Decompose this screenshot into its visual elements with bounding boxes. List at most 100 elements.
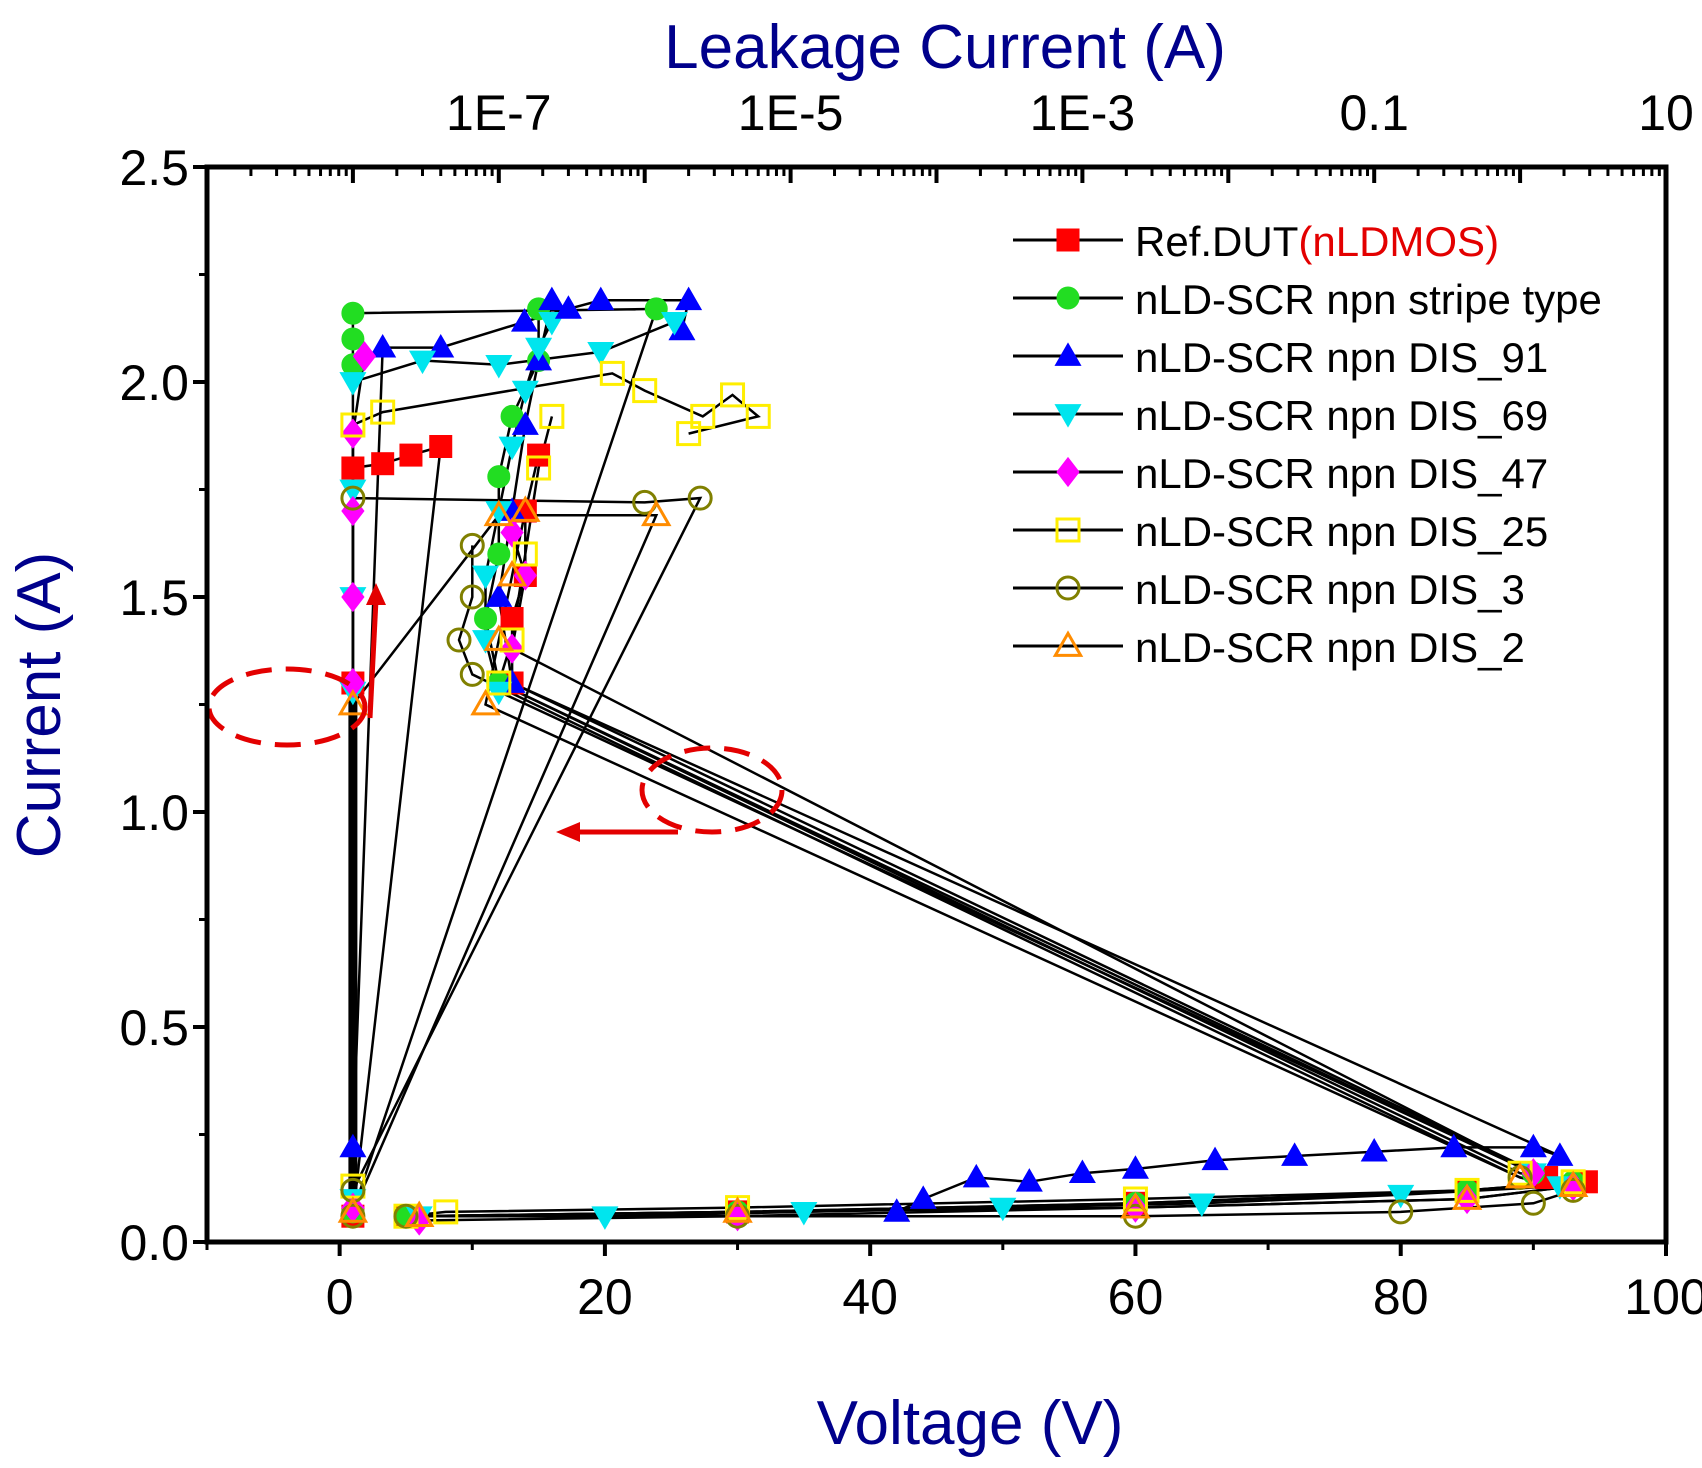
top-axis-title: Leakage Current (A) (664, 13, 1226, 82)
leakage-point (370, 399, 396, 425)
y-tick-label: 2.5 (119, 140, 189, 196)
iv-point (459, 584, 485, 610)
arrow-to-leakage-axis (367, 599, 379, 719)
top-tick-label: 1E-5 (738, 85, 844, 141)
legend-label: Ref.DUT(nLDMOS) (1135, 218, 1499, 265)
leakage-point (341, 456, 365, 480)
arrow-head-left (556, 822, 580, 842)
iv-point (790, 1202, 818, 1226)
iv-point (393, 1203, 419, 1229)
iv-point (403, 1200, 435, 1228)
leakage-point (408, 350, 437, 375)
arrow-head-up (366, 583, 386, 605)
leakage-point (599, 360, 625, 386)
top-tick-label: 0.1 (1339, 85, 1409, 141)
leakage-point (644, 297, 668, 321)
iv-point (722, 1196, 753, 1223)
top-tick-label: 10 (1638, 85, 1694, 141)
legend-marker (1055, 517, 1081, 543)
x-axis-title: Voltage (V) (817, 1389, 1124, 1458)
leakage-point (690, 403, 716, 429)
legend-marker (1054, 404, 1082, 428)
leakage-point (429, 435, 453, 458)
iv-point (1360, 1138, 1388, 1162)
iv-point (1440, 1133, 1468, 1158)
leakage-point (510, 308, 539, 332)
leakage-point (371, 452, 395, 476)
iv-point (883, 1198, 911, 1222)
leakage-point (341, 301, 365, 325)
legend-label: nLD-SCR npn DIS_2 (1135, 624, 1525, 671)
leakage-point (745, 403, 771, 429)
iv-point (909, 1185, 937, 1209)
iv-point (511, 411, 539, 435)
iv-point (498, 436, 526, 461)
leakage-point (720, 382, 746, 408)
iv-point (487, 465, 511, 489)
x-tick-label: 100 (1624, 1269, 1702, 1325)
iv-point (591, 1206, 619, 1230)
legend-marker (1056, 456, 1080, 488)
legend-label: nLD-SCR npn stripe type (1135, 276, 1602, 323)
x-tick-label: 20 (577, 1269, 633, 1325)
legend-marker (1052, 630, 1084, 657)
iv-point (487, 542, 511, 566)
iv-point (485, 583, 513, 607)
leakage-point (341, 581, 365, 613)
iv-point (446, 627, 472, 653)
annotations (206, 583, 785, 842)
leakage-point (554, 295, 582, 319)
legend-marker (1056, 228, 1080, 252)
iv-point (1451, 1183, 1483, 1210)
iv-point (1519, 1133, 1547, 1158)
leakage-point (340, 412, 366, 438)
iv-point (538, 286, 566, 311)
iv-point (1188, 1193, 1216, 1217)
top-ticks: 1E-7 1E-5 1E-3 0.1 10 (205, 85, 1694, 183)
axes: 0 20 40 60 80 100 0.0 0.5 1.0 1.5 2.0 2.5 1E-7 1E-5… (119, 85, 1702, 1325)
iv-point (486, 670, 512, 696)
iv-point (1015, 1168, 1043, 1192)
left-ticks: 0.0 0.5 1.0 1.5 2.0 2.5 (119, 140, 207, 1271)
iv-point (526, 455, 552, 481)
iv-point (499, 627, 525, 653)
iv-point (1387, 1184, 1415, 1209)
leakage-point (675, 286, 703, 311)
iv-point (525, 337, 553, 362)
iv-point (496, 559, 528, 587)
iv-point (510, 495, 541, 522)
x-tick-label: 60 (1108, 1269, 1164, 1325)
y-axis-title: Current (A) (5, 552, 74, 859)
leakage-point (632, 378, 658, 404)
leakage-point (399, 443, 423, 467)
iv-point (1120, 1191, 1151, 1219)
iv-point (1281, 1142, 1309, 1166)
iv-point (511, 380, 539, 405)
leakage-point (339, 1133, 367, 1158)
iv-point (1557, 1170, 1589, 1197)
iv-point (1121, 1155, 1149, 1179)
legend-label: nLD-SCR npn DIS_47 (1135, 450, 1548, 497)
leakage-point (340, 485, 366, 511)
iv-point (1454, 1177, 1480, 1203)
y-tick-label: 1.5 (119, 570, 189, 626)
leakage-point (337, 1196, 369, 1223)
iv-point (1201, 1146, 1229, 1171)
iv-point (459, 532, 485, 558)
y-tick-label: 0.0 (119, 1215, 189, 1271)
legend: Ref.DUT(nLDMOS) nLD-SCR npn stripe type nL… (1013, 218, 1602, 671)
leakage-point (341, 327, 365, 351)
iv-point (500, 607, 524, 630)
leakage-point (339, 372, 367, 396)
leakage-point (369, 333, 397, 358)
leakage-point (341, 667, 365, 699)
legend-label-suffix: (nLDMOS) (1298, 218, 1499, 265)
legend-label: nLD-SCR npn DIS_69 (1135, 392, 1548, 439)
leakage-point (641, 499, 672, 527)
iv-point (962, 1163, 990, 1188)
iv-point (500, 517, 524, 548)
legend-label: nLD-SCR npn DIS_3 (1135, 566, 1525, 613)
top-tick-label: 1E-7 (446, 85, 552, 141)
